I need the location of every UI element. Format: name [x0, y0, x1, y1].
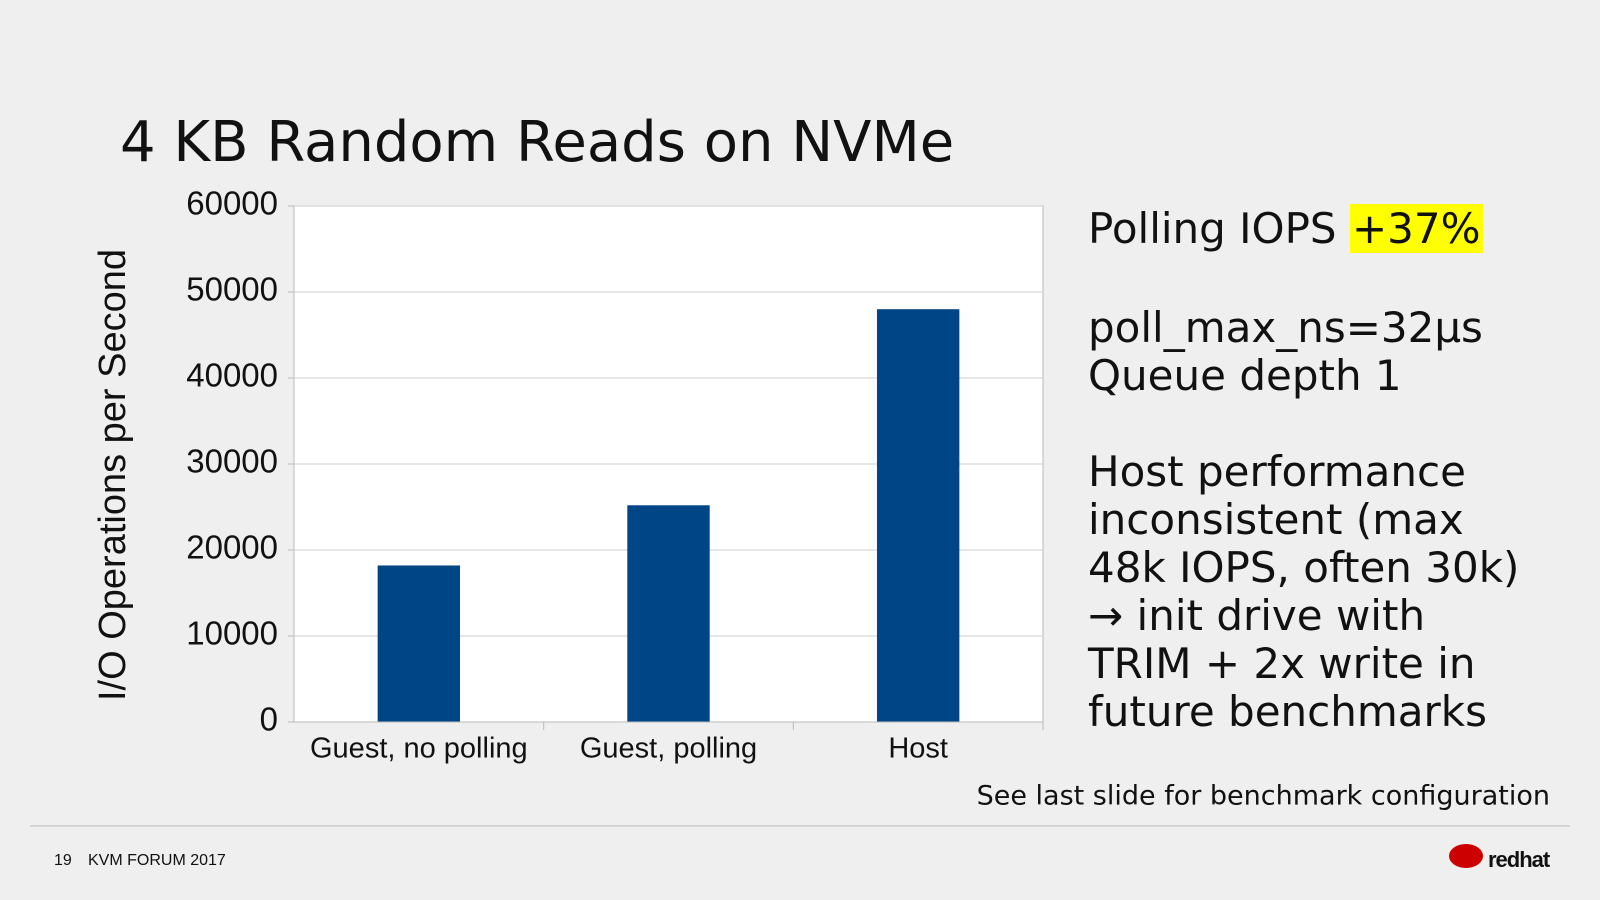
x-tick-label: Guest, no polling [310, 733, 528, 765]
note-line: Queue depth 1 [1088, 351, 1402, 400]
note-line: inconsistent (max [1088, 495, 1464, 544]
y-tick-label: 60000 [186, 185, 278, 222]
note-line: Host performance [1088, 447, 1466, 496]
x-tick-label: Host [888, 733, 948, 765]
y-tick-label: 40000 [186, 357, 278, 394]
note-host: Host performance inconsistent (max 48k IOP… [1088, 448, 1519, 736]
x-tick-label: Guest, polling [580, 733, 757, 765]
polling-text: Polling IOPS [1088, 204, 1337, 253]
note-line: 48k IOPS, often 30k) [1088, 543, 1520, 592]
note-params: poll_max_ns=32μs Queue depth 1 [1088, 304, 1483, 400]
page-number: 19 [54, 852, 72, 869]
y-tick-label: 0 [260, 701, 278, 738]
footnote: See last slide for benchmark configurati… [977, 781, 1550, 812]
logo-text: redhat [1488, 847, 1551, 872]
logo-hat [1449, 844, 1483, 868]
bar [876, 309, 960, 722]
bar [377, 565, 461, 722]
y-tick-label: 10000 [186, 615, 278, 652]
note-line: future benchmarks [1088, 687, 1487, 736]
bar [627, 505, 710, 722]
note-line: TRIM + 2x write in [1088, 639, 1476, 688]
chart-title: 4 KB Random Reads on NVMe [120, 110, 954, 175]
note-polling: Polling IOPS +37% [1088, 204, 1483, 253]
note-line: poll_max_ns=32μs [1088, 303, 1483, 352]
y-tick-label: 30000 [186, 443, 278, 480]
gain-highlight: +37% [1349, 204, 1483, 253]
y-axis-label: I/O Operations per Second [92, 249, 134, 701]
event-name: KVM FORUM 2017 [88, 852, 226, 869]
y-tick-label: 20000 [186, 529, 278, 566]
note-line: → init drive with [1088, 591, 1426, 640]
y-tick-label: 50000 [186, 271, 278, 308]
